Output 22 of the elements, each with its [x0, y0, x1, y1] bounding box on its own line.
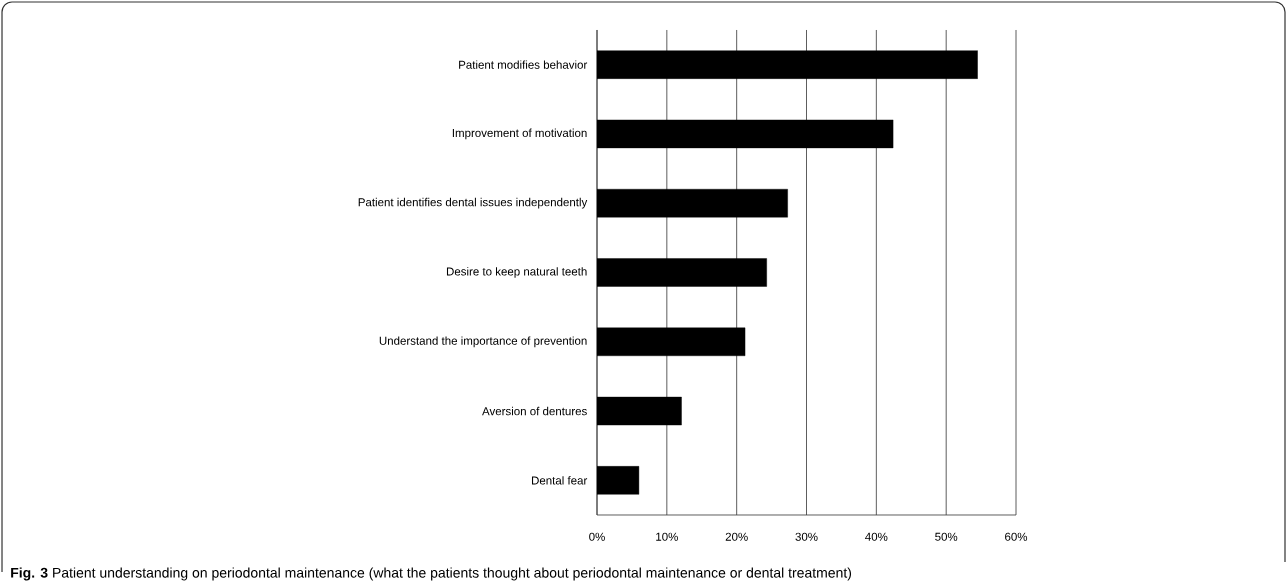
bar — [597, 50, 978, 79]
x-tick-label: 40% — [865, 532, 888, 541]
y-tick-label: Patient identifies dental issues independently — [358, 197, 588, 209]
x-tick-label: 30% — [795, 532, 818, 541]
bar — [597, 327, 746, 356]
y-tick-label: Dental fear — [531, 476, 588, 485]
bar — [597, 119, 894, 149]
x-tick-label: 50% — [935, 532, 958, 541]
x-tick-label: 60% — [1005, 532, 1028, 541]
bar — [597, 396, 682, 426]
bar — [597, 258, 767, 287]
y-tick-label: Understand the importance of prevention — [379, 336, 587, 348]
bar — [597, 189, 788, 218]
x-tick-label: 10% — [656, 532, 678, 541]
bar — [597, 466, 640, 495]
y-tick-label: Desire to keep natural teeth — [446, 267, 587, 278]
y-tick-label: Improvement of motivation — [452, 128, 587, 140]
y-tick-label: Patient modifies behavior — [459, 60, 588, 69]
x-tick-label: 0% — [589, 532, 605, 541]
text: Fig. 3 Patient understanding on periodontal maintenance (what the patients thought about periodontal maintenance or dental treatment) — [11, 567, 852, 581]
y-tick-label: Aversion of dentures — [482, 406, 587, 416]
x-tick-label: 20% — [725, 532, 748, 541]
